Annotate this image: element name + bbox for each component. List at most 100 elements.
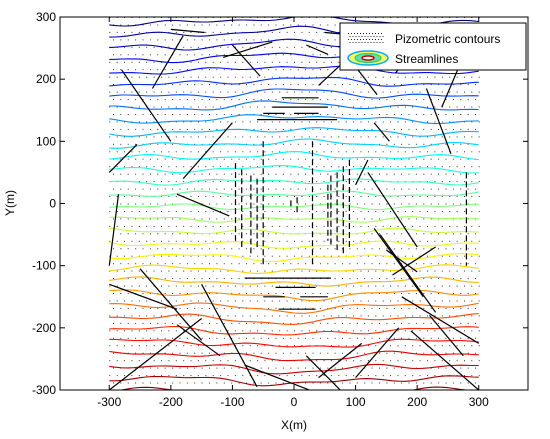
contour-dot <box>220 91 222 93</box>
contour-dot <box>142 158 144 160</box>
contour-dot <box>305 263 307 265</box>
contour-dot <box>275 24 277 26</box>
contour-dot <box>297 84 299 86</box>
contour-dot <box>364 367 366 369</box>
contour-dot <box>209 173 210 175</box>
contour-dot <box>149 293 151 294</box>
contour-dot <box>249 270 251 272</box>
contour-dot <box>216 54 218 56</box>
contour-dot <box>249 91 251 93</box>
contour-dot <box>131 151 133 153</box>
contour-dot <box>257 375 259 377</box>
streamline <box>109 363 479 375</box>
contour-dot <box>153 315 155 317</box>
contour-dot <box>312 382 314 384</box>
contour-dot <box>342 367 343 369</box>
contour-dot <box>131 136 133 138</box>
contour-dot <box>456 181 458 183</box>
contour-dot <box>438 173 440 175</box>
contour-dot <box>238 188 240 190</box>
contour-dot <box>367 151 369 153</box>
contour-dot <box>149 307 151 309</box>
contour-dot <box>109 151 111 153</box>
contour-dot <box>286 225 288 227</box>
contour-dot <box>264 121 266 123</box>
contour-dot <box>375 360 377 362</box>
contour-dot <box>379 233 380 235</box>
streamline <box>109 65 479 75</box>
contour-dot <box>397 240 399 242</box>
contour-dot <box>260 218 262 220</box>
contour-dot <box>131 166 133 168</box>
contour-dot <box>220 181 222 183</box>
contour-dot <box>419 270 421 272</box>
fracture-line <box>170 28 205 34</box>
contour-dot <box>379 278 380 280</box>
contour-dot <box>186 233 188 235</box>
contour-dot <box>401 84 403 86</box>
contour-dot <box>209 352 210 354</box>
contour-dot <box>197 181 199 183</box>
contour-dot <box>345 345 347 347</box>
contour-dot <box>175 375 177 377</box>
contour-dot <box>242 136 244 138</box>
contour-dot <box>249 136 251 138</box>
contour-dot <box>423 114 425 115</box>
contour-dot <box>471 330 473 332</box>
contour-dot <box>305 143 307 145</box>
contour-dot <box>345 300 347 302</box>
contour-dot <box>253 293 255 294</box>
contour-dot <box>135 248 137 250</box>
contour-dot <box>142 39 144 41</box>
contour-dot <box>430 307 432 309</box>
contour-dot <box>234 360 236 362</box>
contour-dot <box>423 263 425 265</box>
contour-dot <box>456 166 458 168</box>
contour-dot <box>478 225 480 227</box>
contour-dot <box>164 293 166 294</box>
contour-dot <box>445 114 447 115</box>
contour-dot <box>186 382 188 384</box>
contour-dot <box>382 330 384 332</box>
contour-dot <box>264 375 266 377</box>
contour-dot <box>397 136 399 138</box>
contour-dot <box>330 360 332 362</box>
y-tick-label: -200 <box>32 321 56 335</box>
contour-dot <box>135 39 137 41</box>
contour-dot <box>294 345 295 347</box>
contour-dot <box>264 330 266 332</box>
contour-dot <box>260 84 262 86</box>
streamline <box>109 178 479 186</box>
contour-dot <box>149 114 151 115</box>
contour-dot <box>356 278 358 280</box>
contour-dot <box>467 322 469 324</box>
contour-dot <box>201 367 203 369</box>
contour-dot <box>452 337 454 339</box>
contour-dot <box>360 360 362 362</box>
contour-dot <box>456 196 458 197</box>
contour-dot <box>275 307 277 309</box>
contour-dot <box>157 69 159 71</box>
contour-dot <box>386 352 388 354</box>
contour-dot <box>330 46 332 48</box>
contour-dot <box>246 54 247 56</box>
contour-dot <box>127 322 129 324</box>
contour-dot <box>327 39 329 41</box>
contour-dot <box>220 285 222 287</box>
contour-dot <box>438 263 440 265</box>
contour-dot <box>268 322 270 324</box>
contour-dot <box>382 166 384 168</box>
legend-label-streamlines: Streamlines <box>395 52 458 66</box>
contour-dot <box>186 352 188 354</box>
contour-dot <box>338 46 340 48</box>
contour-dot <box>338 196 340 197</box>
contour-dot <box>449 330 451 332</box>
contour-dot <box>220 166 222 168</box>
contour-dot <box>120 322 122 324</box>
contour-dot <box>205 31 207 33</box>
contour-dot <box>460 99 462 101</box>
contour-dot <box>323 91 325 93</box>
contour-dot <box>334 39 336 41</box>
contour-dot <box>308 61 310 63</box>
contour-dot <box>190 91 192 93</box>
